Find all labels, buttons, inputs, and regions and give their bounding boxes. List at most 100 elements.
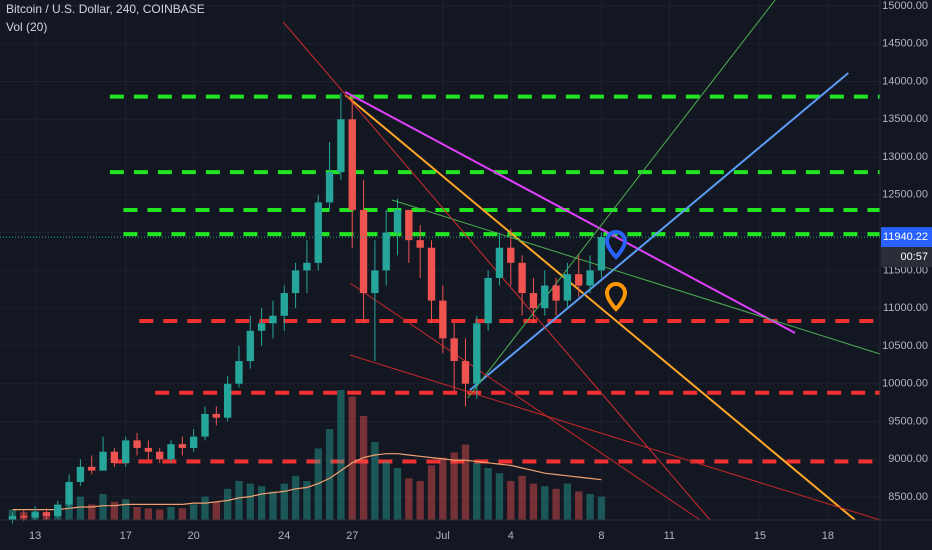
volume-bar	[450, 452, 458, 520]
y-tick-label: 14000.00	[882, 75, 928, 87]
candle-body	[541, 285, 549, 309]
candle-body	[518, 262, 526, 294]
candle-body	[31, 512, 39, 518]
countdown-box	[881, 247, 932, 268]
volume-bar	[575, 491, 583, 520]
candle-body	[461, 361, 470, 384]
volume-bar	[586, 494, 594, 520]
volume-bar	[597, 496, 606, 520]
trend-line	[349, 282, 701, 521]
volume-bar	[416, 481, 424, 520]
candle-body	[337, 119, 345, 173]
volume-bar	[212, 501, 220, 520]
volume-bar	[99, 494, 107, 520]
volume-title: Vol (20)	[6, 20, 47, 34]
candle-body	[280, 293, 288, 316]
volume-bar	[427, 465, 436, 520]
volume-bar	[178, 508, 187, 520]
y-tick-label: 11500.00	[883, 264, 928, 276]
x-tick-label: 8	[598, 530, 604, 542]
candle-body	[495, 247, 504, 278]
volume-bar	[541, 486, 549, 520]
x-tick-label: 20	[188, 530, 200, 542]
x-tick-label: 15	[754, 530, 766, 542]
trend-line	[349, 354, 881, 521]
candle-body	[65, 481, 73, 505]
x-tick-label: 11	[664, 530, 675, 542]
volume-bar	[518, 475, 526, 520]
volume-bar	[325, 429, 334, 520]
candle-body	[42, 512, 51, 516]
volume-bar	[291, 475, 300, 520]
candle-body	[563, 274, 572, 301]
volume-bar	[563, 483, 572, 520]
candle-body	[156, 451, 164, 460]
trend-line	[344, 91, 796, 334]
candle-body	[597, 237, 606, 271]
volume-bar	[439, 457, 447, 520]
volume-ma	[12, 453, 602, 511]
volume-bar	[405, 478, 413, 520]
candle-body	[405, 209, 413, 241]
candle-body	[8, 515, 17, 520]
volume-bar	[110, 501, 119, 520]
candle-body	[314, 202, 322, 263]
y-tick-label: 9500.00	[888, 415, 928, 427]
volume-bar	[359, 416, 368, 520]
y-tick-label: 11000.00	[883, 302, 928, 314]
y-tick-label: 9000.00	[888, 453, 928, 465]
x-tick-label: 27	[346, 530, 358, 542]
candle-body	[484, 277, 492, 324]
volume-bar	[473, 462, 481, 520]
candle-body	[416, 240, 424, 248]
volume-bar	[461, 444, 470, 520]
trend-line	[344, 94, 856, 521]
candle-body	[167, 444, 175, 460]
volume-bar	[269, 491, 277, 520]
candle-body	[20, 515, 28, 518]
y-tick-label: 8500.00	[888, 491, 928, 503]
candle-body	[382, 232, 390, 271]
candle-body	[178, 444, 187, 448]
volume-bar	[382, 461, 390, 520]
candle-body	[235, 361, 243, 384]
volume-bar	[122, 499, 130, 520]
volume-bar	[280, 483, 288, 520]
y-tick-label: 12500.00	[882, 189, 928, 201]
volume-bar	[133, 507, 141, 520]
candle-body	[359, 209, 368, 294]
candle-body	[371, 270, 379, 294]
volume-bar	[484, 468, 492, 520]
x-tick-label: 4	[508, 530, 514, 542]
candle-body	[257, 323, 266, 331]
candle-body	[212, 413, 220, 418]
candle-body	[110, 451, 119, 464]
volume-bar	[337, 390, 345, 520]
y-tick-label: 10500.00	[882, 340, 928, 352]
axes: 8500.009000.009500.0010000.0010500.00110…	[29, 0, 928, 542]
candle-body	[325, 172, 334, 203]
drawings	[109, 0, 881, 521]
last-price-label: 11940.22	[883, 231, 928, 243]
chart-title: Bitcoin / U.S. Dollar, 240, COINBASE	[6, 2, 205, 16]
volume-bar	[495, 473, 504, 520]
candle-body	[99, 451, 107, 471]
candle-body	[507, 247, 515, 263]
candle-body	[575, 274, 583, 286]
x-tick-label: 18	[822, 530, 834, 542]
candle-body	[133, 440, 141, 448]
candle-body	[450, 338, 458, 362]
volume-bar	[393, 468, 402, 520]
candle-body	[88, 466, 96, 471]
candle-body	[223, 383, 232, 418]
volume-bar	[314, 448, 322, 520]
volume-bar	[189, 504, 198, 520]
candle-body	[201, 413, 209, 437]
candle-body	[189, 436, 198, 448]
volume-bar	[529, 483, 538, 520]
volume-bar	[223, 488, 232, 520]
volume-bar	[257, 486, 266, 520]
candle-body	[427, 247, 436, 301]
candle-body	[552, 285, 560, 301]
